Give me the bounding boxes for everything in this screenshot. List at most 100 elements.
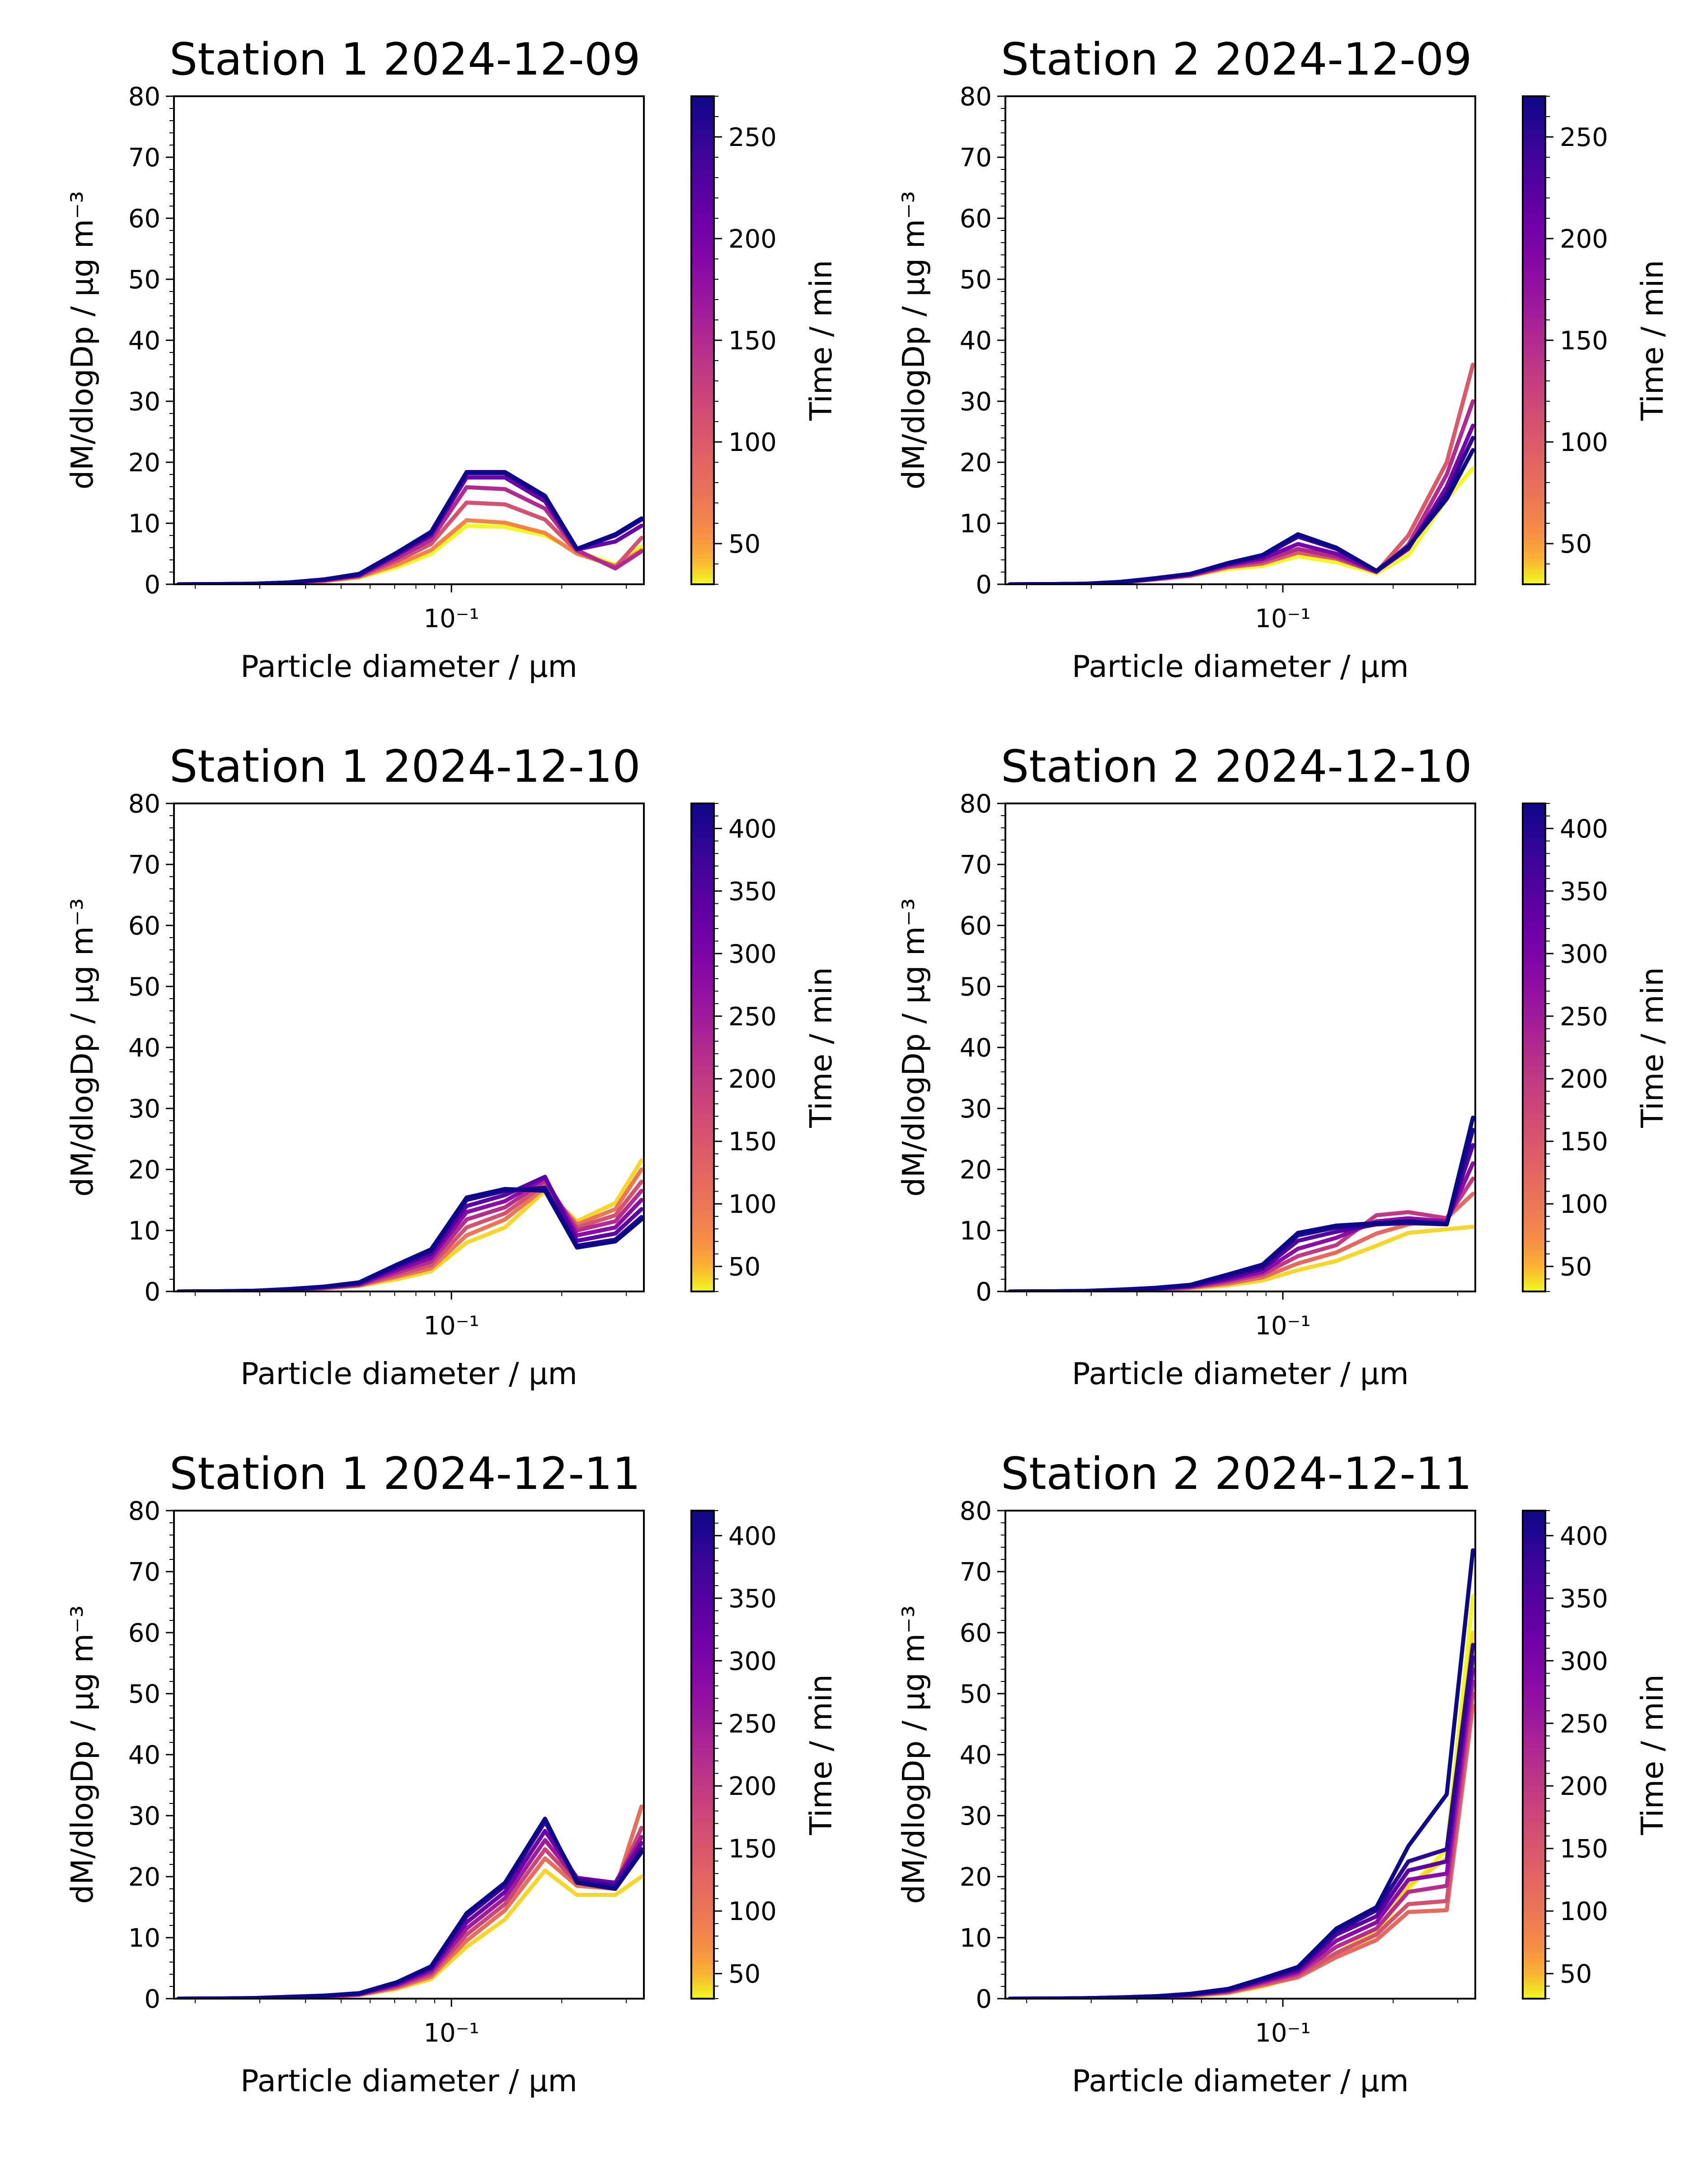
colorbar-label: Time / min (803, 967, 839, 1128)
y-tick-label: 20 (128, 448, 160, 478)
y-tick-label: 50 (960, 972, 992, 1002)
y-axis-label: dM/dlogDp / μg m⁻³ (896, 1606, 931, 1904)
y-tick-label: 30 (960, 1802, 992, 1831)
chart-title: Station 1 2024-12-09 (169, 34, 641, 85)
y-tick-label: 0 (976, 570, 992, 600)
y-tick-label: 30 (128, 387, 160, 417)
y-tick-label: 20 (960, 1155, 992, 1185)
colorbar-tick-label: 50 (1560, 530, 1592, 559)
x-axis-label: Particle diameter / μm (240, 649, 577, 684)
colorbar-tick-label: 300 (728, 1647, 777, 1676)
colorbar-tick-label: 50 (728, 1253, 760, 1282)
chart-panel-3: Station 1 2024-12-10 0 10 20 30 40 50 60 70 80 10⁻… (65, 741, 839, 1391)
y-tick-label: 80 (960, 82, 992, 112)
colorbar-tick-label: 150 (728, 1835, 777, 1864)
colorbar-tick-label: 250 (728, 1709, 777, 1739)
y-tick-label: 10 (128, 509, 160, 539)
colorbar-tick-label: 200 (728, 225, 777, 254)
y-tick-label: 10 (960, 509, 992, 539)
colorbar-label: Time / min (1635, 967, 1670, 1128)
colorbar-tick-label: 100 (1560, 1897, 1608, 1926)
y-tick-label: 60 (128, 1619, 160, 1648)
colorbar (691, 1511, 714, 1999)
colorbar-tick-label: 150 (728, 1127, 777, 1157)
colorbar-label: Time / min (1635, 1674, 1670, 1835)
colorbar-tick-label: 250 (1560, 123, 1608, 152)
y-tick-label: 50 (960, 1680, 992, 1709)
colorbar-tick-label: 100 (1560, 1190, 1608, 1219)
colorbar-tick-label: 350 (1560, 1584, 1608, 1614)
y-tick-label: 0 (976, 1277, 992, 1307)
series-line-8 (176, 1187, 644, 1291)
x-tick-label: 10⁻¹ (423, 604, 479, 634)
chart-panel-5: Station 1 2024-12-11 0 10 20 30 40 50 60 70 80 10⁻… (65, 1448, 839, 2099)
y-tick-label: 0 (144, 1985, 160, 2014)
chart-title: Station 2 2024-12-10 (1001, 741, 1472, 793)
colorbar-tick-label: 350 (1560, 877, 1608, 906)
colorbar-tick-label: 350 (728, 1584, 777, 1614)
colorbar (1523, 96, 1545, 584)
colorbar-tick-label: 300 (1560, 939, 1608, 969)
chart-panel-4: Station 2 2024-12-10 0 10 20 30 40 50 60 70 80 10⁻… (896, 741, 1670, 1391)
x-axis-label: Particle diameter / μm (240, 2063, 577, 2099)
chart-title: Station 2 2024-12-11 (1001, 1448, 1472, 1500)
chart-panel-6: Station 2 2024-12-11 0 10 20 30 40 50 60 70 80 10⁻… (896, 1448, 1670, 2099)
y-tick-label: 60 (960, 911, 992, 941)
y-tick-label: 80 (128, 82, 160, 112)
colorbar-frame (690, 803, 715, 1292)
y-tick-label: 10 (960, 1924, 992, 1953)
y-tick-label: 60 (128, 911, 160, 941)
y-tick-label: 30 (128, 1802, 160, 1831)
colorbar-label: Time / min (803, 1674, 839, 1835)
chart-panel-2: Station 2 2024-12-09 0 10 20 30 40 50 60 70 80 10⁻… (896, 34, 1670, 684)
colorbar-tick-label: 200 (728, 1772, 777, 1801)
colorbar-tick-label: 50 (728, 530, 760, 559)
colorbar-tick-label: 100 (1560, 428, 1608, 457)
y-tick-label: 20 (128, 1863, 160, 1892)
y-tick-label: 0 (144, 1277, 160, 1307)
x-tick-label: 10⁻¹ (1255, 604, 1310, 634)
y-tick-label: 70 (960, 143, 992, 173)
y-tick-label: 10 (960, 1216, 992, 1246)
colorbar (1523, 1511, 1545, 1999)
colorbar-tick-label: 400 (728, 814, 777, 844)
y-tick-label: 80 (960, 789, 992, 819)
y-axis-label: dM/dlogDp / μg m⁻³ (65, 1606, 100, 1904)
y-axis-label: dM/dlogDp / μg m⁻³ (896, 898, 931, 1197)
colorbar-tick-label: 150 (1560, 1127, 1608, 1157)
y-axis-label: dM/dlogDp / μg m⁻³ (65, 898, 100, 1197)
x-tick-label: 10⁻¹ (1255, 1311, 1310, 1341)
colorbar-tick-label: 200 (728, 1065, 777, 1094)
y-tick-label: 50 (128, 972, 160, 1002)
chart-panel-1: Station 1 2024-12-09 0 10 20 30 40 50 60 70 80 10⁻… (65, 34, 839, 684)
colorbar-tick-label: 200 (1560, 225, 1608, 254)
y-tick-label: 70 (960, 850, 992, 880)
y-tick-label: 40 (960, 1033, 992, 1063)
y-tick-label: 10 (128, 1216, 160, 1246)
x-tick-label: 10⁻¹ (423, 1311, 479, 1341)
chart-title: Station 2 2024-12-09 (1001, 34, 1472, 85)
y-tick-label: 60 (128, 204, 160, 234)
colorbar-tick-label: 300 (1560, 1647, 1608, 1676)
colorbar (691, 96, 714, 584)
y-tick-label: 40 (960, 1741, 992, 1770)
y-tick-label: 0 (976, 1985, 992, 2014)
x-axis-label: Particle diameter / μm (1072, 649, 1409, 684)
colorbar (691, 803, 714, 1291)
colorbar-tick-label: 250 (728, 1002, 777, 1032)
y-tick-label: 20 (960, 1863, 992, 1892)
y-tick-label: 30 (960, 1094, 992, 1124)
y-tick-label: 0 (144, 570, 160, 600)
colorbar-tick-label: 50 (1560, 1960, 1592, 1989)
y-tick-label: 80 (128, 789, 160, 819)
y-tick-label: 40 (128, 326, 160, 356)
x-tick-label: 10⁻¹ (423, 2019, 479, 2048)
colorbar-tick-label: 350 (728, 877, 777, 906)
y-axis-label: dM/dlogDp / μg m⁻³ (896, 191, 931, 490)
y-tick-label: 50 (128, 265, 160, 295)
colorbar-label: Time / min (803, 260, 839, 421)
y-tick-label: 30 (960, 387, 992, 417)
colorbar-tick-label: 50 (1560, 1253, 1592, 1282)
